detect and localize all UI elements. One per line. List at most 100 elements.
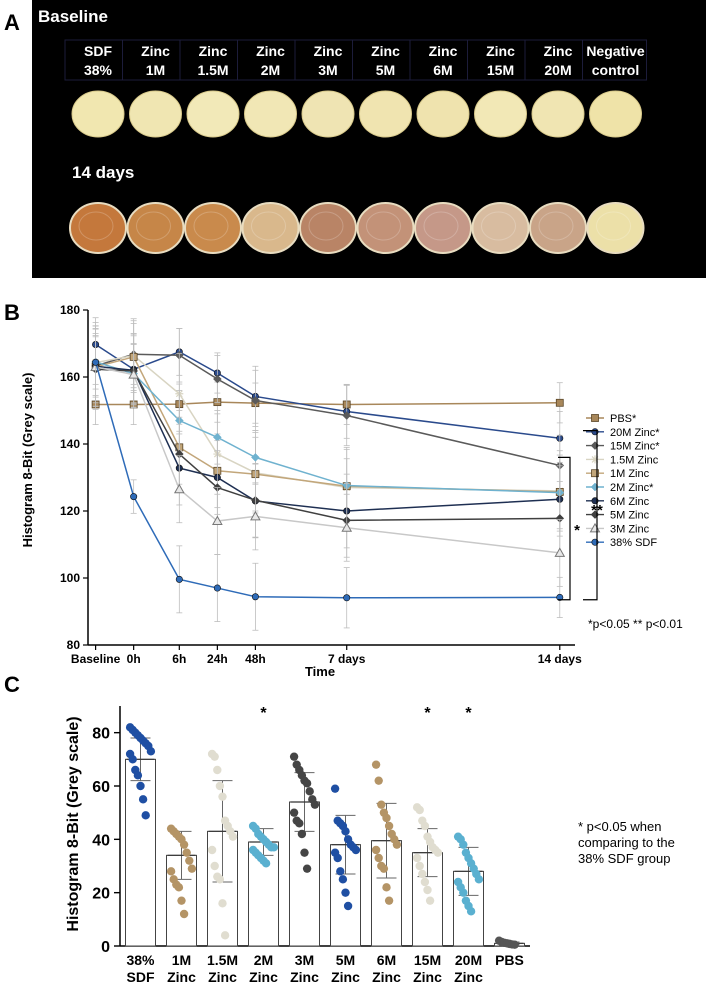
bar-data-point (351, 845, 361, 855)
bar-data-point (179, 840, 189, 849)
sample-label-box (524, 39, 590, 81)
bar-data-point (187, 864, 197, 873)
bar-data-point (166, 867, 176, 876)
line-y-tick-label: 160 (60, 370, 80, 384)
bar-data-point (295, 819, 304, 828)
panel-label-c: C (4, 672, 20, 697)
bar-data-point (384, 896, 394, 905)
bar-significance-star: * (260, 705, 267, 722)
bar-data-point (210, 861, 219, 871)
line-point (250, 510, 261, 521)
line-series (92, 317, 564, 466)
bar-data-point (220, 931, 230, 940)
sample-label-line2: 5M (376, 62, 395, 78)
sample-label-line2: 1M (146, 62, 165, 78)
line-point (555, 398, 564, 407)
bar-data-point (379, 864, 389, 873)
legend-label: 2M Zinc* (610, 482, 654, 494)
bar-data-point (297, 829, 307, 839)
baseline-sample (244, 90, 297, 138)
line-point (213, 432, 222, 442)
bar-category-label: SDF (127, 969, 155, 985)
bar-data-point (141, 811, 150, 820)
bar-data-point (213, 765, 222, 775)
bar-data-point (459, 840, 468, 849)
line-y-tick-label: 120 (60, 504, 80, 518)
day14-sample-core (136, 211, 171, 241)
bar-data-point (305, 787, 314, 796)
line-x-tick-label: 24h (207, 652, 228, 666)
baseline-sample (359, 90, 412, 138)
bar-data-point (341, 827, 350, 836)
sample-label-line2: 3M (318, 62, 337, 78)
bar-data-point (182, 848, 191, 857)
sample-label-line1: SDF (84, 43, 112, 59)
bar-data-point (185, 856, 194, 865)
legend-label: 1M Zinc (610, 468, 650, 480)
baseline-sample (474, 90, 527, 138)
bar-data-point (510, 940, 519, 949)
sample-photo-grid: SDF 38% Zinc 1M Zinc 1.5M Zinc 2M Zinc 3M Zinc 5M Zi… (64, 39, 647, 254)
line-series (90, 333, 566, 587)
line-point (212, 515, 223, 526)
bar-data-point (136, 781, 145, 791)
line-x-tick-label: 7 days (328, 652, 366, 666)
bar-data-point (138, 795, 148, 804)
baseline-sample (186, 90, 240, 138)
baseline-sample (531, 90, 585, 138)
sample-label-box (409, 39, 475, 81)
bar-data-point (330, 784, 340, 793)
bar-data-point (128, 755, 137, 764)
panel-label-a: A (4, 10, 20, 35)
bar-category-label: Zinc (413, 969, 442, 985)
baseline-sample (129, 90, 182, 138)
line-series-path (95, 401, 560, 406)
bar-category-label: 1M (172, 952, 191, 968)
bar-data-point (425, 896, 435, 905)
bar-data-point (215, 875, 225, 884)
bar-data-point (377, 800, 386, 809)
bar-data-point (459, 888, 468, 897)
bar-category-label: Zinc (249, 969, 278, 985)
line-x-tick-label: 0h (127, 652, 141, 666)
line-series (91, 318, 564, 532)
bar-data-point (133, 771, 143, 780)
legend-label: 3M Zinc (610, 523, 650, 535)
baseline-sample (301, 90, 355, 138)
line-y-tick-label: 100 (60, 571, 80, 585)
bar-data-point (415, 861, 424, 871)
bar-category-label: PBS (495, 952, 524, 968)
bar-data-point (269, 843, 279, 852)
bar-data-point (228, 832, 238, 841)
line-point (343, 594, 351, 602)
day14-sample-core (538, 211, 574, 241)
bar-category-label: Zinc (331, 969, 360, 985)
bar-data-point (289, 752, 299, 761)
sample-label-line1: Zinc (314, 43, 343, 59)
significance-note-line: comparing to the (578, 835, 675, 850)
sample-label-box (294, 39, 360, 81)
significance-note-line: 38% SDF group (578, 851, 671, 866)
line-point (128, 369, 140, 379)
line-x-tick-label: 6h (172, 652, 186, 666)
bar-category-label: 3M (295, 952, 314, 968)
bar-category-label: 38% (126, 952, 155, 968)
bar-data-point (302, 864, 312, 873)
line-point (130, 493, 138, 501)
legend-label: PBS* (610, 413, 637, 425)
line-chart: 80 100 120 140 160 180 Baseline 0h 6h 24h 48h 7 day… (60, 303, 660, 666)
line-point (175, 575, 183, 583)
bar-data-point (433, 848, 443, 857)
day14-sample-core (308, 211, 344, 241)
bar-data-point (177, 896, 186, 905)
line-point (341, 522, 353, 532)
sample-label-line2: control (592, 62, 639, 78)
line-legend: PBS* 20M Zinc* 15M Zinc*1.5M Zinc 1M Zinc 2M… (586, 413, 660, 549)
bar-data-point (341, 888, 350, 897)
bar-data-point (179, 909, 189, 919)
significance-note-line: * p<0.05 when (578, 819, 661, 834)
sample-label-line2: 20M (544, 62, 571, 78)
bar-significance-star: * (465, 705, 472, 722)
bar-data-point (338, 875, 348, 884)
